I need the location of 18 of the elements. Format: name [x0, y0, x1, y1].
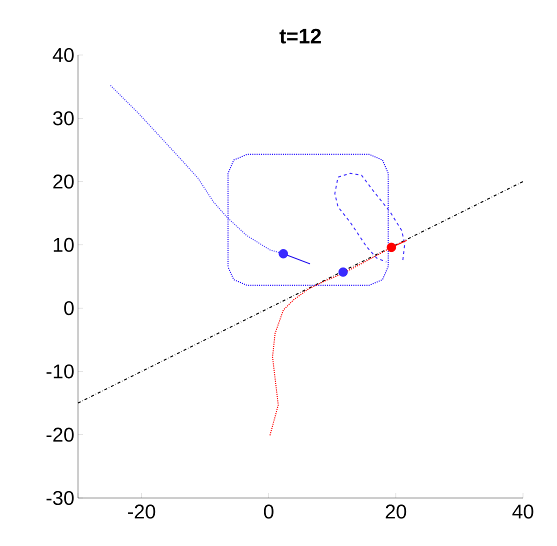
- x-tick-label: 40: [512, 504, 534, 519]
- y-tick-label: 0: [64, 301, 74, 316]
- line-series: [334, 172, 406, 262]
- x-tick-label: 0: [264, 504, 274, 519]
- line-series: [227, 154, 389, 286]
- y-tick-label: 40: [52, 48, 74, 62]
- x-tick-label: 20: [386, 504, 406, 519]
- point: [386, 242, 396, 252]
- y-tick-label: 20: [53, 174, 74, 189]
- x-tick-label: -20: [128, 504, 156, 519]
- y-tick-label: 10: [54, 238, 74, 252]
- y-tick-label: -20: [46, 428, 74, 442]
- chart-title: t=12: [280, 28, 321, 44]
- y-tick-label: -30: [46, 490, 74, 506]
- y-tick-label: 30: [53, 111, 74, 126]
- y-tick-label: -10: [46, 364, 74, 378]
- point: [278, 249, 288, 258]
- point: [338, 267, 348, 277]
